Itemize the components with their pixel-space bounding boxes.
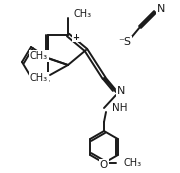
Text: O: O	[100, 160, 108, 170]
Text: CH₃: CH₃	[124, 158, 142, 168]
Text: CH₃: CH₃	[73, 9, 91, 19]
Text: CH₃: CH₃	[30, 73, 48, 83]
Text: CH₃: CH₃	[30, 51, 48, 61]
Text: ⁻S: ⁻S	[118, 37, 132, 47]
Text: NH: NH	[112, 103, 127, 113]
Text: N: N	[117, 86, 125, 96]
Text: +: +	[73, 33, 80, 42]
Text: N: N	[157, 4, 165, 14]
